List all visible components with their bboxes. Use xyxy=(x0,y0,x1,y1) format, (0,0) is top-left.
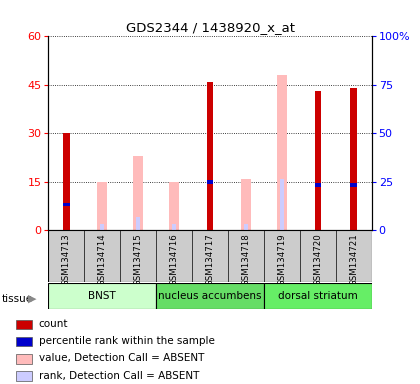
Text: GSM134714: GSM134714 xyxy=(98,233,107,286)
Bar xyxy=(48,283,156,309)
Bar xyxy=(172,224,176,230)
Text: GSM134720: GSM134720 xyxy=(313,233,322,286)
Text: GSM134717: GSM134717 xyxy=(205,233,215,286)
Bar xyxy=(351,88,357,230)
Bar xyxy=(241,179,251,230)
Text: value, Detection Call = ABSENT: value, Detection Call = ABSENT xyxy=(39,353,204,364)
Bar xyxy=(133,156,143,230)
Bar xyxy=(16,371,32,381)
Text: ▶: ▶ xyxy=(28,294,37,304)
Bar xyxy=(169,182,179,230)
Bar xyxy=(136,217,140,230)
Text: BNST: BNST xyxy=(88,291,116,301)
Bar xyxy=(277,75,287,230)
Title: GDS2344 / 1438920_x_at: GDS2344 / 1438920_x_at xyxy=(126,21,294,34)
Bar xyxy=(63,134,69,230)
Text: tissue: tissue xyxy=(2,294,33,304)
Text: GSM134721: GSM134721 xyxy=(349,233,358,286)
Text: dorsal striatum: dorsal striatum xyxy=(278,291,358,301)
Bar xyxy=(16,354,32,364)
Bar xyxy=(244,224,248,230)
Text: GSM134715: GSM134715 xyxy=(134,233,143,286)
Text: GSM134718: GSM134718 xyxy=(241,233,250,286)
Bar xyxy=(315,183,321,187)
Text: count: count xyxy=(39,319,68,329)
Text: GSM134716: GSM134716 xyxy=(170,233,178,286)
Bar xyxy=(351,183,357,187)
Bar xyxy=(280,179,284,230)
Bar xyxy=(315,91,321,230)
Bar xyxy=(100,224,104,230)
Text: nucleus accumbens: nucleus accumbens xyxy=(158,291,262,301)
Bar xyxy=(63,203,69,207)
Bar xyxy=(207,180,213,184)
Text: GSM134713: GSM134713 xyxy=(62,233,71,286)
Bar xyxy=(156,283,264,309)
Text: rank, Detection Call = ABSENT: rank, Detection Call = ABSENT xyxy=(39,371,199,381)
Bar xyxy=(207,82,213,230)
Bar xyxy=(16,337,32,346)
Text: percentile rank within the sample: percentile rank within the sample xyxy=(39,336,215,346)
Text: GSM134719: GSM134719 xyxy=(277,233,286,286)
Bar xyxy=(264,283,372,309)
Bar xyxy=(16,320,32,329)
Bar xyxy=(97,182,107,230)
